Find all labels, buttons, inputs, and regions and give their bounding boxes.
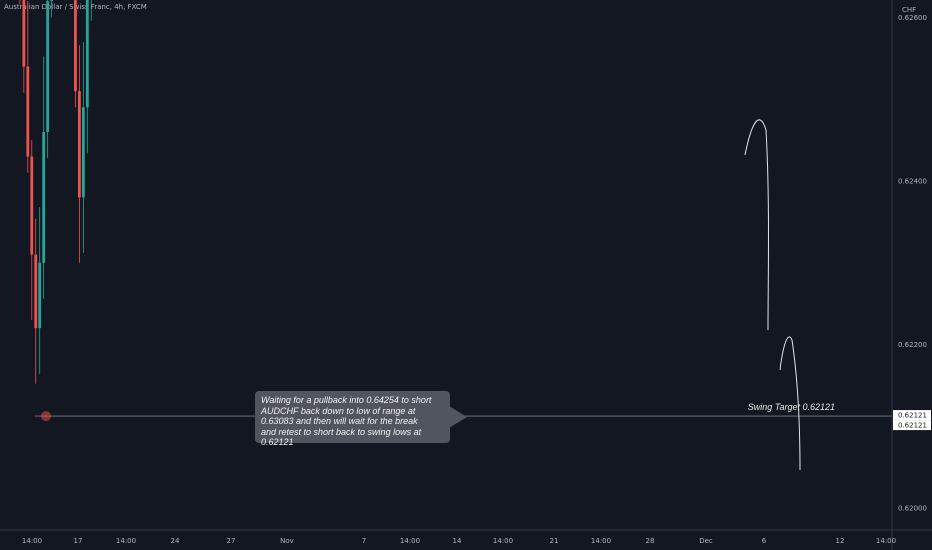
x-tick-label: Nov bbox=[280, 537, 294, 545]
currency-label: CHF bbox=[902, 6, 916, 14]
candle-body bbox=[74, 0, 77, 92]
x-tick-label: 14:00 bbox=[116, 537, 136, 545]
x-tick-label: 6 bbox=[762, 537, 767, 545]
x-tick-label: 27 bbox=[227, 537, 236, 545]
candle-body bbox=[26, 66, 30, 157]
price-badge-label: 0.62121 bbox=[898, 422, 927, 430]
candle-body bbox=[77, 91, 81, 198]
x-tick-label: 14:00 bbox=[400, 537, 420, 545]
x-tick-label: 21 bbox=[550, 537, 559, 545]
x-tick-label: 14:00 bbox=[493, 537, 513, 545]
swing-target-label: Swing Target 0.62121 bbox=[748, 402, 835, 412]
candle bbox=[30, 140, 34, 320]
candle-body bbox=[81, 107, 85, 198]
candle bbox=[26, 1, 30, 173]
x-tick-label: 12 bbox=[836, 537, 845, 545]
candle-body bbox=[50, 0, 54, 2]
price-badge bbox=[893, 410, 931, 421]
x-tick-label: 28 bbox=[646, 537, 655, 545]
candle-body bbox=[46, 1, 50, 132]
candle bbox=[50, 0, 54, 18]
y-tick-label: 0.62400 bbox=[898, 178, 927, 186]
price-axis: CHF 0.62000 0.62200 0.62400 0.62600 0.62121 0.… bbox=[891, 0, 931, 550]
price-badge-label: 0.62121 bbox=[898, 412, 927, 420]
candle bbox=[46, 0, 50, 159]
candle-body bbox=[85, 0, 89, 108]
candle-body bbox=[38, 262, 42, 329]
y-tick-label: 0.62000 bbox=[898, 505, 927, 513]
projection-arc-down bbox=[779, 336, 801, 471]
candle bbox=[74, 0, 77, 108]
x-tick-label: 24 bbox=[171, 537, 180, 545]
candles bbox=[19, 0, 92, 384]
x-tick-label: 14:00 bbox=[22, 537, 42, 545]
swing-low-marker bbox=[41, 411, 51, 422]
candle bbox=[34, 218, 38, 384]
y-tick-label: 0.62200 bbox=[898, 341, 927, 349]
candle-body bbox=[42, 131, 46, 263]
projection-arc-up bbox=[744, 119, 769, 331]
callout-pointer bbox=[449, 406, 467, 428]
time-axis: 14:00 17 14:00 24 27 Nov 7 14:00 14 14:00 21 14:00 2… bbox=[0, 529, 932, 545]
candle bbox=[81, 42, 85, 253]
x-tick-label: 7 bbox=[362, 537, 366, 545]
candle bbox=[19, 0, 21, 5]
candle bbox=[90, 0, 92, 21]
candle-body bbox=[34, 254, 38, 329]
callout-line-2: AUDCHF back down to low of range at bbox=[261, 405, 416, 416]
trade-idea-callout: Waiting for a pullback into 0.64254 to s… bbox=[255, 391, 450, 447]
overlays: Swing Target 0.62121 bbox=[35, 119, 892, 471]
candle-body bbox=[22, 0, 26, 67]
x-tick-label: 17 bbox=[74, 537, 83, 545]
x-tick-label: 14 bbox=[453, 537, 462, 545]
callout-line-3: 0.63083 and then will wait for the break bbox=[261, 416, 418, 426]
y-tick-label: 0.62600 bbox=[898, 14, 927, 22]
callout-line-4: and retest to short back to swing lows a… bbox=[261, 426, 422, 448]
x-tick-label: 14:00 bbox=[876, 537, 896, 545]
x-tick-label: 14:00 bbox=[591, 537, 611, 545]
candle bbox=[42, 56, 46, 299]
candle bbox=[22, 0, 26, 93]
price-badge bbox=[893, 420, 931, 431]
candle bbox=[85, 0, 89, 154]
candle bbox=[38, 207, 42, 374]
candle bbox=[77, 45, 81, 263]
callout-line-1: Waiting for a pullback into 0.64254 to s… bbox=[261, 395, 432, 405]
x-tick-label: Dec bbox=[699, 537, 713, 545]
candle-body bbox=[30, 156, 34, 255]
